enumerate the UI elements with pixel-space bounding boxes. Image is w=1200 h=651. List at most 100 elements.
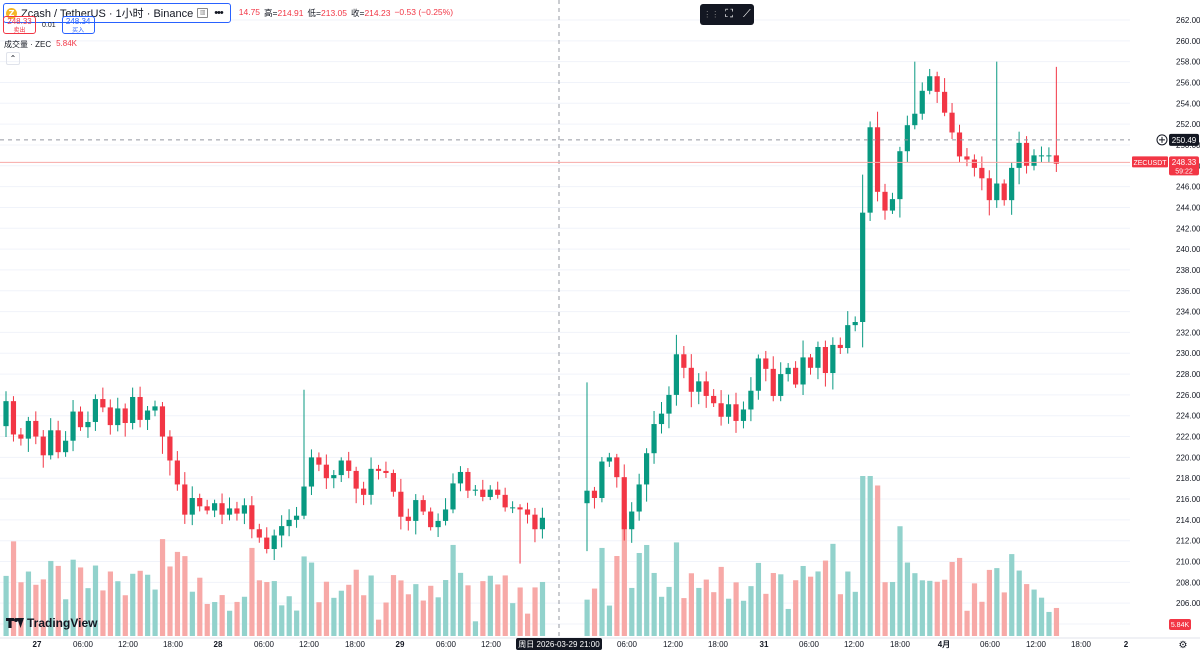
volume-bar [1038,597,1045,636]
time-tick-label: 12:00 [844,640,865,649]
volume-bar [182,556,188,636]
tradingview-logo[interactable]: TradingView [6,616,97,630]
tradingview-wordmark: TradingView [27,616,98,630]
settings-gear-icon[interactable]: ⚙ [1179,640,1188,651]
sell-button[interactable]: 248.33 卖出 [3,16,36,34]
volume-bar [48,560,54,636]
candle-body [658,413,665,425]
candle-body [852,322,858,326]
volume-bar [584,599,590,636]
volume-bar [55,565,61,636]
candle-body [748,390,754,410]
time-tick-label: 12:00 [118,640,139,649]
volume-bar [323,581,330,636]
candle-body [636,484,642,512]
candle-body [361,488,367,495]
candle-body [845,325,851,349]
volume-bar [487,575,493,636]
price-tick-label: 234.00 [1176,308,1200,317]
spread-value: 0.01 [42,21,56,29]
candle-body [450,483,456,510]
candle-body [33,420,39,437]
volume-bar [331,597,337,636]
volume-bar [3,575,9,636]
buy-button[interactable]: 248.34 买入 [61,16,95,34]
symbol-legend: Z Zcash / TetherUS · 1小时 · Binance ▥ •••… [3,3,453,23]
volume-bar [92,565,99,636]
candle-body [413,500,419,521]
collapse-legend-button[interactable]: ⌃ [6,52,20,65]
symbol-selector[interactable]: Z Zcash / TetherUS · 1小时 · Binance ▥ ••• [3,3,231,23]
trend-line-tool-icon[interactable]: ⟋ [743,8,751,20]
candle-body [837,344,843,349]
volume-legend: 成交量 · ZEC 5.84K [4,39,77,50]
grip-icon[interactable]: ⋮⋮ [703,10,720,19]
volume-bar [815,571,821,636]
candle-body [800,357,806,385]
more-icon[interactable]: ••• [214,7,224,19]
volume-bar [368,575,374,636]
volume-bar [606,605,613,636]
time-tick-label: 4月 [938,640,950,649]
buy-label: 买入 [72,28,85,34]
candle-body [182,484,188,515]
volume-bar [688,573,694,636]
candle-body [763,358,769,369]
price-tick-label: 232.00 [1176,328,1200,337]
volume-bar [33,584,39,636]
volume-bar [666,586,672,636]
candle-body [1016,142,1022,168]
price-tick-label: 262.00 [1176,16,1200,25]
price-tick-label: 236.00 [1176,287,1200,296]
volume-bar [934,581,940,636]
volume-bar [1001,592,1007,636]
volume-bar [852,591,858,636]
source-icon[interactable]: ▥ [197,8,209,18]
volume-bar [740,600,747,636]
price-tick-label: 256.00 [1176,78,1200,87]
candle-body [964,156,970,160]
candle-body [934,76,940,92]
volume-bar [130,573,136,636]
candle-body [539,517,545,530]
volume-bar [435,597,441,636]
candle-body [70,411,76,441]
volume-bar [726,598,732,636]
candle-body [241,505,247,514]
candle-body [830,344,836,374]
price-tick-label: 224.00 [1176,412,1200,421]
volume-bar [361,595,367,636]
candle-body [115,408,121,426]
candle-body [390,473,396,492]
price-tick-label: 208.00 [1176,578,1200,587]
volume-bar [763,593,769,636]
volume-bar [800,565,806,636]
volume-bar [428,585,434,636]
volume-bar [398,580,404,636]
ticker-tag [1132,156,1168,168]
close-label: 收= [350,8,365,18]
volume-bar [882,582,888,636]
volume-bar [703,579,709,636]
rectangle-tool-icon[interactable]: ⛶ [725,8,733,20]
volume-bar [420,600,426,636]
candle-body [755,358,761,391]
reference-lines [0,0,1130,638]
low-value: 213.05 [320,8,347,18]
candle-body [1009,167,1015,201]
candle-body [785,367,791,375]
last-price-tag [1169,156,1199,176]
price-axis[interactable]: 206.00 208.00 210.00 212.00 214.00 216.00 218.… [1176,16,1200,608]
price-tick-label: 242.00 [1176,224,1200,233]
candle-body [1046,155,1052,157]
volume-bar [986,569,992,636]
time-tick-label: 18:00 [1071,640,1092,649]
volume-bar [1009,554,1015,636]
candle-body [271,535,277,550]
price-tick-label: 252.00 [1176,120,1200,129]
trade-panel: 248.33 卖出 0.01 248.34 买入 [3,16,95,34]
candles [3,61,1059,564]
price-tick-label: 214.00 [1176,516,1200,525]
volume-bar [942,579,948,636]
